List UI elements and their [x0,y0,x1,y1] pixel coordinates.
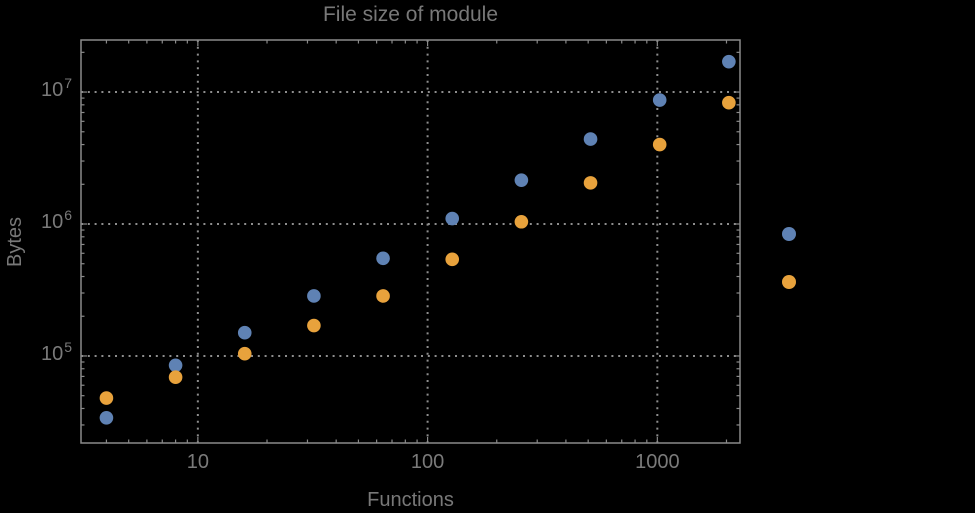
data-point-series-orange [722,95,736,110]
data-point-series-orange [376,289,390,303]
data-point-series-blue [722,54,736,69]
y-axis-label: Bytes [4,216,26,268]
y-tick-exponent: 6 [64,207,72,223]
y-tick-label: 107 [0,75,72,104]
x-tick-label: 1000 [635,451,680,473]
data-point-series-orange [652,137,667,152]
x-tick-label: 10 [186,451,209,473]
data-point-series-blue [652,93,667,107]
data-point-series-blue [514,173,529,187]
legend-marker-series-blue [782,227,796,241]
y-tick-label: 105 [0,338,72,368]
legend-marker-series-orange [782,275,796,289]
data-point-series-orange [583,176,598,190]
data-point-series-orange [168,370,183,385]
x-axis-label: Functions [367,489,454,511]
data-point-series-blue [237,325,252,340]
data-point-series-blue [376,251,390,266]
data-point-series-blue [445,211,460,226]
chart-title: File size of module [322,3,499,26]
data-point-series-orange [237,346,252,361]
data-point-series-orange [307,318,321,333]
data-point-series-orange [514,214,529,229]
y-tick-exponent: 5 [64,338,72,355]
data-point-series-orange [99,391,114,405]
y-tick-base: 10 [40,79,64,102]
y-tick-base: 10 [40,211,64,233]
plot-frame [80,39,741,444]
y-tick-label: 106 [0,207,72,236]
y-tick-base: 10 [40,342,64,365]
y-tick-exponent: 7 [64,75,72,92]
data-point-series-orange [445,252,460,267]
data-point-series-blue [168,358,183,373]
data-point-series-blue [99,410,114,425]
x-tick-label: 100 [410,451,445,473]
data-point-series-blue [307,289,321,303]
data-point-series-blue [583,132,598,146]
